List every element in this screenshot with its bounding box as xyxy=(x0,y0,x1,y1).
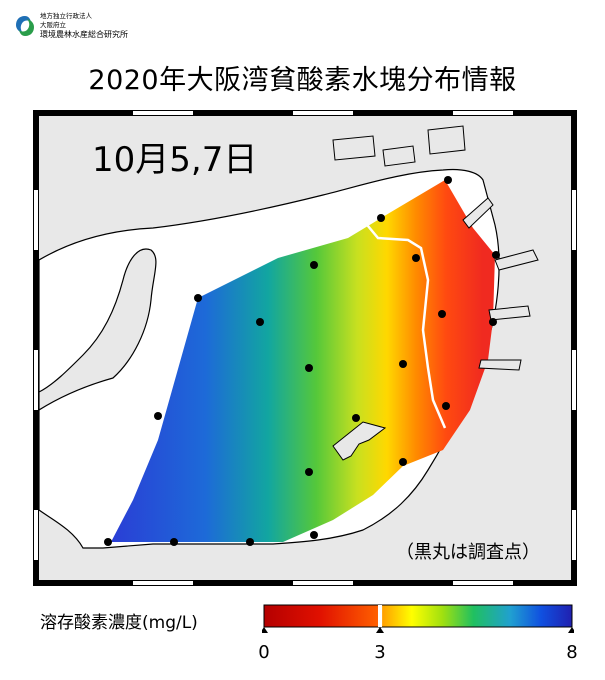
legend-tick-8: 8 xyxy=(566,642,578,663)
station-dot xyxy=(170,538,178,546)
station-dot xyxy=(104,538,112,546)
oxygen-3mgl-boundary xyxy=(362,219,447,429)
tick-marker-3 xyxy=(376,627,384,633)
oxygen-contour-fill xyxy=(111,180,495,542)
institute-name-line3: 環境農林水産総合研究所 xyxy=(40,30,128,39)
station-dot xyxy=(444,176,452,184)
airport-island xyxy=(332,421,387,461)
institute-name-line2: 大阪府立 xyxy=(40,21,66,29)
station-dot xyxy=(399,458,407,466)
institute-name: 地方独立行政法人 大阪府立 環境農林水産総合研究所 xyxy=(40,12,128,39)
institute-name-line1: 地方独立行政法人 xyxy=(40,12,92,20)
tick-marker-8 xyxy=(568,627,574,633)
station-dot xyxy=(492,251,500,259)
color-scale-3mgl-mark xyxy=(378,605,382,627)
kobe-port-blocks xyxy=(332,125,466,167)
station-dot xyxy=(310,261,318,269)
legend-title: 溶存酸素濃度(mg/L) xyxy=(40,613,198,633)
station-dot xyxy=(377,214,385,222)
survey-stations xyxy=(104,176,500,546)
station-dot xyxy=(246,538,254,546)
station-dot xyxy=(154,412,162,420)
institute-logo: 地方独立行政法人 大阪府立 環境農林水産総合研究所 xyxy=(14,12,184,46)
station-note: （黒丸は調査点） xyxy=(396,542,540,563)
station-dot xyxy=(489,318,497,326)
osaka-bay-map xyxy=(33,110,577,586)
color-scale-bar xyxy=(262,604,574,633)
awaji-island xyxy=(39,248,157,411)
station-dot xyxy=(412,254,420,262)
station-dot xyxy=(310,531,318,539)
station-dot xyxy=(438,310,446,318)
station-dot xyxy=(305,364,313,372)
institute-logo-icon xyxy=(16,16,34,36)
map-canvas xyxy=(33,110,577,586)
station-dot xyxy=(256,318,264,326)
legend-tick-0: 0 xyxy=(258,642,270,663)
legend-tick-3: 3 xyxy=(374,642,386,663)
tick-marker-0 xyxy=(262,627,268,633)
page-title: 2020年大阪湾貧酸素水塊分布情報 xyxy=(88,65,517,96)
station-dot xyxy=(442,402,450,410)
station-dot xyxy=(305,468,313,476)
station-dot xyxy=(194,294,202,302)
station-dot xyxy=(399,360,407,368)
map-frame-ticks xyxy=(34,111,576,585)
station-dot xyxy=(352,414,360,422)
port-piers xyxy=(462,197,539,371)
color-scale-gradient xyxy=(263,604,573,628)
survey-date-label: 10月5,7日 xyxy=(92,140,258,180)
